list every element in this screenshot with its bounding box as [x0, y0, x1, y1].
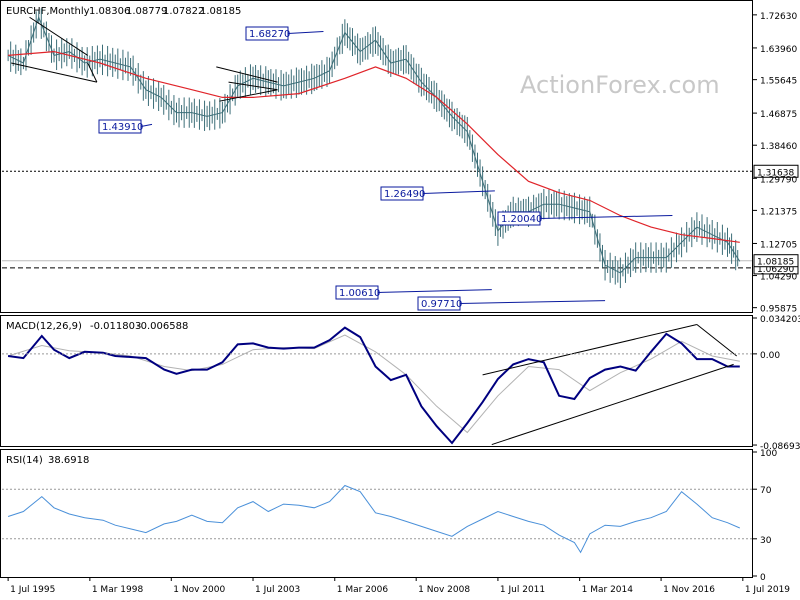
- price-y-tick-label: 1.29790: [760, 175, 797, 185]
- annotation-label: 1.20040: [501, 214, 542, 225]
- pattern-trendline: [228, 81, 278, 91]
- annotation-leader: [539, 214, 673, 219]
- watermark: ActionForex.com: [520, 71, 720, 99]
- price-header-close: 1.08185: [200, 6, 241, 17]
- macd-line: [7, 326, 740, 445]
- macd-plot: [2, 324, 752, 446]
- annotation-label: 1.68270: [249, 29, 290, 40]
- price-y-tick-label: 1.63960: [760, 45, 797, 55]
- x-tick-label: 1 Nov 2016: [663, 585, 715, 595]
- rsi-header-label: RSI(14): [6, 455, 43, 466]
- price-header-low: 1.07822: [163, 6, 204, 17]
- price-header-symbol: EURCHF,Monthly: [6, 6, 90, 17]
- rsi-y-tick-label: 0: [760, 573, 766, 583]
- pattern-trendline: [29, 16, 88, 56]
- price-panel-frame: [0, 0, 753, 313]
- annotation-label: 1.00610: [339, 288, 380, 299]
- rsi-line: [7, 484, 740, 554]
- macd-header-value2: -0.006588: [137, 321, 188, 332]
- price-plot: 1.68270 1.43910 1.26490 1.00610 0.97710 1.200…: [2, 8, 752, 311]
- moving-average-line: [8, 50, 740, 243]
- current-price-tag-box: [753, 254, 799, 268]
- price-y-tick-label: 0.95875: [760, 305, 797, 315]
- rsi-panel-frame: [0, 449, 753, 578]
- pattern-trendline: [216, 66, 278, 83]
- rsi-y-tick-label: 70: [760, 486, 772, 496]
- pattern-trendline: [87, 62, 98, 83]
- annotation-leader: [140, 123, 153, 127]
- x-tick-label: 1 Jul 2011: [500, 585, 545, 595]
- x-tick-label: 1 Jul 1995: [10, 585, 55, 595]
- macd-y-tick-label: -0.086933: [760, 442, 800, 452]
- price-header-open: 1.08306: [89, 6, 130, 17]
- x-tick-label: 1 Nov 2008: [418, 585, 470, 595]
- pattern-trendline: [219, 89, 278, 102]
- current-price-tag: 1.08185: [757, 258, 794, 268]
- price-y-tick-label: 1.38460: [760, 142, 797, 152]
- x-tick-label: 1 Mar 1998: [92, 585, 144, 595]
- price-line: [7, 15, 741, 274]
- rsi-plot: [2, 484, 752, 554]
- hline-tag-label-0: 1.31638: [757, 168, 794, 178]
- price-y-tick-label: 1.46875: [760, 110, 797, 120]
- pattern-trendline: [11, 62, 98, 83]
- annotation-label: 1.43910: [102, 122, 143, 133]
- hline-tag-box-0: [753, 164, 799, 178]
- x-tick-label: 1 Mar 2006: [337, 585, 389, 595]
- price-y-tick-label: 1.04290: [760, 273, 797, 283]
- price-y-tick-label: 1.72630: [760, 12, 797, 22]
- x-tick-label: 1 Jul 2003: [255, 585, 300, 595]
- macd-trendline: [491, 363, 734, 446]
- annotation-leader: [377, 289, 492, 293]
- price-y-tick-label: 1.55645: [760, 77, 797, 87]
- x-tick-label: 1 Nov 2000: [173, 585, 225, 595]
- macd-signal-line: [7, 334, 740, 434]
- rsi-header-value: 38.6918: [48, 455, 89, 466]
- price-y-tick-label: 1.12705: [760, 240, 797, 250]
- x-tick-label: 1 Jul 2019: [745, 585, 790, 595]
- macd-y-tick-label: 0.00: [760, 351, 780, 361]
- macd-header-label: MACD(12,26,9): [6, 321, 82, 332]
- hline-tag-label-1: 1.06290: [757, 265, 794, 275]
- annotation-label: 0.97710: [421, 299, 462, 310]
- rsi-y-tick-label: 30: [760, 536, 772, 546]
- x-tick-label: 1 Mar 2014: [582, 585, 634, 595]
- annotation-leader: [287, 30, 324, 34]
- rsi-y-tick-label: 100: [760, 449, 777, 459]
- macd-y-tick-label: 0.034203: [760, 315, 800, 325]
- price-header-high: 1.08779: [126, 6, 167, 17]
- macd-header-value1: -0.011803: [90, 321, 141, 332]
- annotation-leader: [459, 300, 606, 304]
- macd-trendline: [696, 324, 738, 357]
- price-y-tick-label: 1.21375: [760, 207, 797, 217]
- annotation-leader: [422, 190, 495, 194]
- annotation-label: 1.26490: [384, 189, 425, 200]
- macd-trendline: [482, 324, 698, 376]
- macd-panel-frame: [0, 315, 753, 447]
